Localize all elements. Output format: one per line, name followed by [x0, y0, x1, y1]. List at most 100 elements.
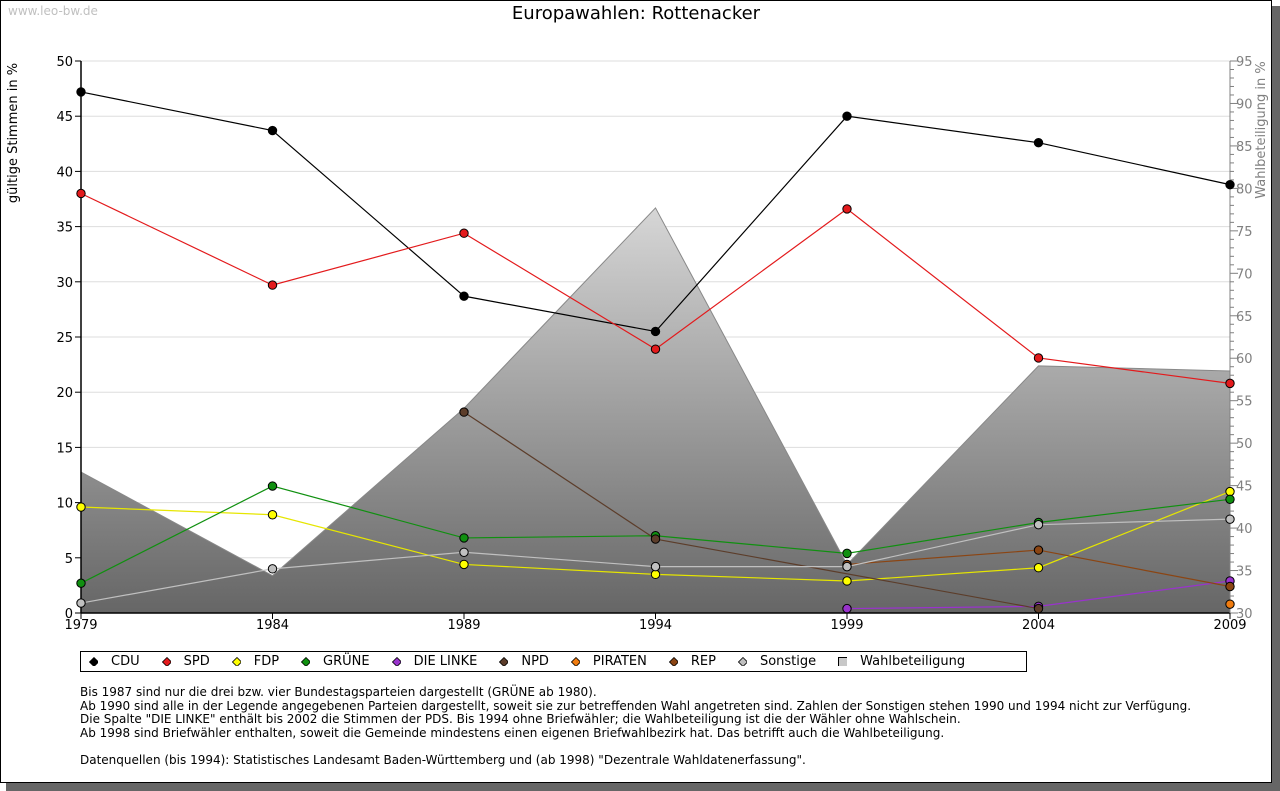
watermark: www.leo-bw.de [8, 4, 98, 18]
data-point-cdu [267, 125, 278, 136]
data-point-spd [1033, 353, 1044, 363]
data-point-sonstige [459, 547, 469, 557]
legend-item: Sonstige [737, 654, 817, 669]
legend-item: FDP [231, 654, 280, 669]
data-point-npd [1033, 603, 1044, 614]
legend-label: GRÜNE [323, 654, 370, 669]
data-point-cdu [1033, 137, 1044, 148]
data-point-rep [1033, 545, 1044, 555]
legend-area-swatch [838, 657, 848, 666]
y-tick-label-left: 0 [65, 607, 73, 622]
legend-marker [89, 657, 98, 666]
turnout-area-edge [80, 207, 1231, 577]
note-line: Die Spalte "DIE LINKE" enthält bis 2002 … [80, 712, 961, 726]
y-tick-label-right: 55 [1236, 395, 1253, 410]
legend-label: FDP [253, 654, 280, 669]
y-tick-label-left: 15 [56, 441, 73, 456]
chart-plot: 0 5 10 15 20 25 30 35 40 45 50 30 35 40 45 50 55 60 65 70 75… [6, 55, 1269, 633]
turnout-area-fill [81, 207, 1230, 613]
data-point-gr-ne [842, 548, 852, 559]
legend-marker [499, 657, 509, 666]
series-markers [76, 87, 1235, 614]
y-tick-label-left: 10 [56, 497, 73, 512]
x-tick-label: 1979 [64, 618, 97, 633]
legend-marker [161, 657, 171, 666]
notes: Bis 1987 sind nur die drei bzw. vier Bun… [80, 685, 1192, 767]
y-tick-label-right: 80 [1236, 182, 1253, 197]
data-point-gr-ne [459, 533, 469, 543]
y-tick-label-left: 35 [56, 221, 73, 236]
y-axis-label-right: Wahlbeteiligung in % [1254, 61, 1269, 198]
data-point-cdu [650, 326, 661, 337]
y-tick-label-right: 90 [1236, 97, 1253, 112]
data-point-rep [1225, 581, 1235, 592]
data-point-gr-ne [76, 578, 86, 588]
y-tick-label-right: 85 [1236, 140, 1253, 155]
data-point-spd [842, 204, 852, 214]
legend: CDU SPD FDP GRÜNE DIE LINKE NPD PIRATEN REP Sons… [80, 651, 1027, 672]
data-point-spd [650, 344, 661, 354]
data-point-cdu [1225, 179, 1235, 190]
y-tick-label-right: 30 [1236, 607, 1253, 622]
legend-label: Wahlbeteiligung [860, 654, 966, 669]
data-point-fdp [1033, 563, 1044, 573]
x-tick-label: 2009 [1213, 618, 1246, 633]
legend-label: PIRATEN [592, 654, 647, 669]
data-point-spd [76, 188, 86, 199]
note-line: Ab 1998 sind Briefwähler enthalten, sowe… [80, 725, 945, 740]
frame-shadow-right [1272, 6, 1280, 791]
legend-label: SPD [183, 654, 210, 669]
y-tick-label-right: 45 [1236, 480, 1253, 495]
y-axis-label-left: gültige Stimmen in % [6, 63, 21, 203]
data-point-sonstige [650, 561, 661, 572]
legend-label: Sonstige [759, 654, 817, 669]
legend-label: REP [690, 654, 716, 669]
y-tick-label-right: 40 [1236, 522, 1253, 537]
data-point-sonstige [76, 598, 86, 608]
data-source: Datenquellen (bis 1994): Statistisches L… [80, 752, 806, 767]
y-tick-label-left: 5 [65, 552, 73, 567]
y-tick-label-right: 75 [1236, 225, 1253, 240]
y-tick-label-right: 35 [1236, 565, 1253, 580]
legend-item: DIE LINKE [391, 654, 478, 669]
legend-marker [737, 657, 747, 666]
legend-marker [231, 657, 241, 666]
legend-marker [668, 657, 678, 666]
y-tick-label-left: 25 [56, 331, 73, 346]
y-tick-label-left: 50 [56, 55, 73, 70]
data-point-fdp [76, 502, 86, 512]
legend-item: PIRATEN [570, 654, 647, 669]
legend-label: CDU [111, 654, 140, 669]
x-tick-label: 1984 [256, 618, 289, 633]
data-point-cdu [76, 87, 86, 97]
data-point-gr-ne [1225, 494, 1235, 504]
data-point-spd [1225, 378, 1235, 389]
y-tick-label-right: 65 [1236, 310, 1253, 325]
x-tick-label: 1989 [447, 618, 480, 633]
data-point-die-linke [842, 603, 852, 614]
axes: 0 5 10 15 20 25 30 35 40 45 50 30 35 40 45 50 55 60 65 70 75… [56, 55, 1252, 633]
data-point-cdu [459, 291, 469, 301]
legend-label: NPD [521, 654, 549, 669]
legend-item: NPD [499, 654, 549, 669]
note-line: Bis 1987 sind nur die drei bzw. vier Bun… [80, 685, 597, 699]
legend-label: DIE LINKE [413, 654, 478, 669]
y-tick-label-right: 50 [1236, 437, 1253, 452]
x-tick-label: 2004 [1022, 618, 1055, 633]
y-tick-label-right: 70 [1236, 267, 1253, 282]
legend-marker [570, 657, 580, 666]
note-line: Ab 1990 sind alle in der Legende angegeb… [80, 698, 1192, 713]
data-point-npd [459, 407, 469, 417]
turnout-area [80, 207, 1231, 613]
y-tick-label-left: 45 [56, 110, 73, 125]
y-tick-label-right: 95 [1236, 55, 1253, 70]
legend-item: CDU [89, 654, 140, 669]
legend-item: Wahlbeteiligung [838, 654, 965, 669]
data-point-sonstige [267, 564, 278, 574]
y-tick-label-left: 30 [56, 276, 73, 291]
frame-shadow-bottom [6, 783, 1280, 791]
data-point-fdp [650, 569, 661, 580]
data-point-sonstige [1225, 514, 1235, 524]
data-point-gr-ne [267, 481, 278, 491]
data-point-fdp [267, 510, 278, 520]
